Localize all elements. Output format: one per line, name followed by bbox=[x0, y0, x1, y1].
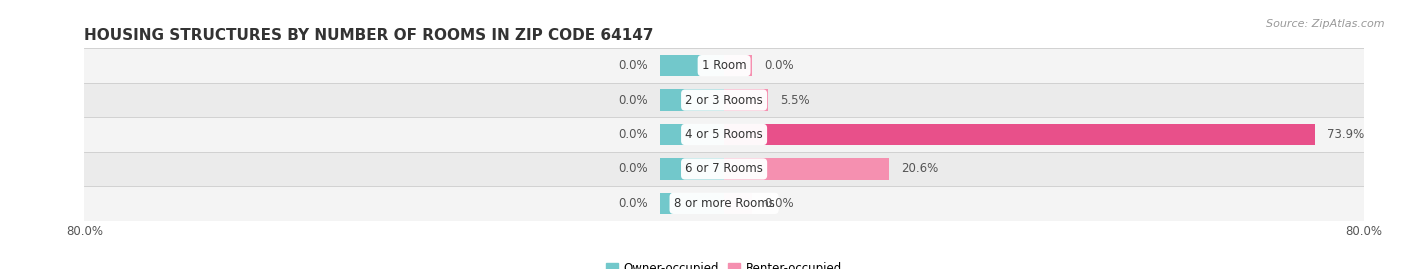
Bar bbox=[84, 152, 1364, 186]
Bar bbox=[661, 124, 724, 145]
Text: 8 or more Rooms: 8 or more Rooms bbox=[673, 197, 775, 210]
Text: Source: ZipAtlas.com: Source: ZipAtlas.com bbox=[1267, 19, 1385, 29]
Text: 73.9%: 73.9% bbox=[1327, 128, 1364, 141]
Text: 0.0%: 0.0% bbox=[619, 94, 648, 107]
Bar bbox=[661, 158, 724, 180]
Text: 0.0%: 0.0% bbox=[763, 197, 794, 210]
Bar bbox=[724, 193, 752, 214]
Bar bbox=[724, 124, 1315, 145]
Bar bbox=[661, 55, 724, 76]
Text: 0.0%: 0.0% bbox=[619, 197, 648, 210]
Bar bbox=[724, 158, 889, 180]
Legend: Owner-occupied, Renter-occupied: Owner-occupied, Renter-occupied bbox=[600, 258, 848, 269]
Text: 4 or 5 Rooms: 4 or 5 Rooms bbox=[685, 128, 763, 141]
Text: 0.0%: 0.0% bbox=[619, 128, 648, 141]
Text: 2 or 3 Rooms: 2 or 3 Rooms bbox=[685, 94, 763, 107]
Text: 5.5%: 5.5% bbox=[780, 94, 810, 107]
Text: 20.6%: 20.6% bbox=[901, 162, 938, 175]
Bar bbox=[661, 89, 724, 111]
Text: 6 or 7 Rooms: 6 or 7 Rooms bbox=[685, 162, 763, 175]
Bar bbox=[84, 117, 1364, 152]
Bar bbox=[724, 89, 768, 111]
Text: 0.0%: 0.0% bbox=[619, 162, 648, 175]
Text: HOUSING STRUCTURES BY NUMBER OF ROOMS IN ZIP CODE 64147: HOUSING STRUCTURES BY NUMBER OF ROOMS IN… bbox=[84, 28, 654, 43]
Bar bbox=[724, 55, 752, 76]
Text: 1 Room: 1 Room bbox=[702, 59, 747, 72]
Text: 0.0%: 0.0% bbox=[763, 59, 794, 72]
Bar bbox=[84, 186, 1364, 221]
Bar bbox=[84, 83, 1364, 117]
Bar bbox=[661, 193, 724, 214]
Bar bbox=[84, 48, 1364, 83]
Text: 0.0%: 0.0% bbox=[619, 59, 648, 72]
